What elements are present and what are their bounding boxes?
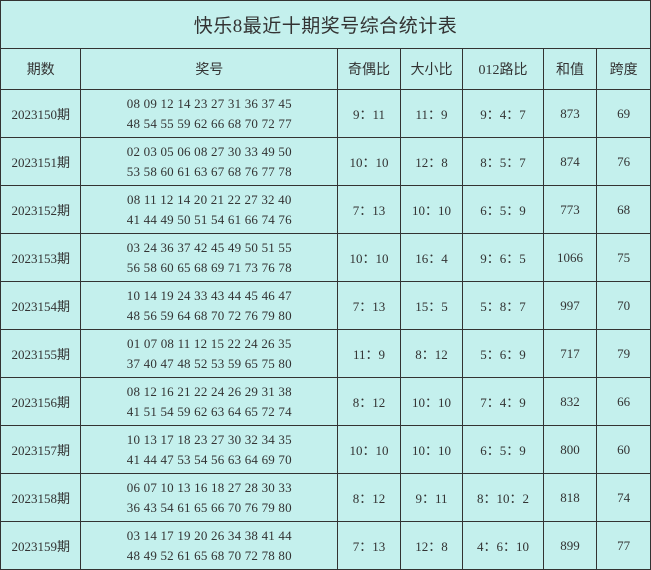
cell-period: 2023151期 bbox=[1, 138, 81, 186]
cell-span: 74 bbox=[597, 474, 651, 522]
cell-nums: 03 14 17 19 20 26 34 38 41 44 48 49 52 6… bbox=[81, 522, 338, 570]
cell-span: 70 bbox=[597, 282, 651, 330]
cell-012: 9：4：7 bbox=[463, 90, 543, 138]
cell-odd-even: 10：10 bbox=[338, 138, 401, 186]
header-row: 期数 奖号 奇偶比 大小比 012路比 和值 跨度 bbox=[1, 49, 651, 90]
cell-odd-even: 8：12 bbox=[338, 474, 401, 522]
cell-nums: 02 03 05 06 08 27 30 33 49 50 53 58 60 6… bbox=[81, 138, 338, 186]
cell-span: 77 bbox=[597, 522, 651, 570]
table-row: 2023152期08 11 12 14 20 21 22 27 32 40 41… bbox=[1, 186, 651, 234]
cell-odd-even: 10：10 bbox=[338, 234, 401, 282]
cell-sum: 997 bbox=[543, 282, 597, 330]
cell-odd-even: 8：12 bbox=[338, 378, 401, 426]
title-row: 快乐8最近十期奖号综合统计表 bbox=[1, 1, 651, 49]
cell-sum: 1066 bbox=[543, 234, 597, 282]
cell-sum: 818 bbox=[543, 474, 597, 522]
cell-012: 9：6：5 bbox=[463, 234, 543, 282]
stats-table: 快乐8最近十期奖号综合统计表 期数 奖号 奇偶比 大小比 012路比 和值 跨度… bbox=[0, 0, 651, 570]
cell-sum: 874 bbox=[543, 138, 597, 186]
cell-odd-even: 9：11 bbox=[338, 90, 401, 138]
table-row: 2023150期08 09 12 14 23 27 31 36 37 45 48… bbox=[1, 90, 651, 138]
cell-nums: 10 14 19 24 33 43 44 45 46 47 48 56 59 6… bbox=[81, 282, 338, 330]
cell-period: 2023159期 bbox=[1, 522, 81, 570]
cell-odd-even: 7：13 bbox=[338, 186, 401, 234]
table-title: 快乐8最近十期奖号综合统计表 bbox=[1, 1, 651, 49]
table-row: 2023154期10 14 19 24 33 43 44 45 46 47 48… bbox=[1, 282, 651, 330]
cell-012: 6：5：9 bbox=[463, 426, 543, 474]
cell-span: 68 bbox=[597, 186, 651, 234]
cell-012: 5：8：7 bbox=[463, 282, 543, 330]
cell-big-small: 11：9 bbox=[400, 90, 463, 138]
cell-period: 2023157期 bbox=[1, 426, 81, 474]
cell-nums: 01 07 08 11 12 15 22 24 26 35 37 40 47 4… bbox=[81, 330, 338, 378]
cell-big-small: 16：4 bbox=[400, 234, 463, 282]
col-header-odd: 奇偶比 bbox=[338, 49, 401, 90]
cell-big-small: 10：10 bbox=[400, 426, 463, 474]
table-row: 2023155期01 07 08 11 12 15 22 24 26 35 37… bbox=[1, 330, 651, 378]
table-row: 2023156期08 12 16 21 22 24 26 29 31 38 41… bbox=[1, 378, 651, 426]
cell-nums: 08 11 12 14 20 21 22 27 32 40 41 44 49 5… bbox=[81, 186, 338, 234]
col-header-nums: 奖号 bbox=[81, 49, 338, 90]
cell-012: 8：10：2 bbox=[463, 474, 543, 522]
cell-big-small: 9：11 bbox=[400, 474, 463, 522]
cell-sum: 773 bbox=[543, 186, 597, 234]
cell-span: 76 bbox=[597, 138, 651, 186]
cell-odd-even: 11：9 bbox=[338, 330, 401, 378]
cell-span: 75 bbox=[597, 234, 651, 282]
cell-big-small: 12：8 bbox=[400, 522, 463, 570]
table-body: 2023150期08 09 12 14 23 27 31 36 37 45 48… bbox=[1, 90, 651, 570]
cell-period: 2023158期 bbox=[1, 474, 81, 522]
cell-span: 79 bbox=[597, 330, 651, 378]
stats-table-container: 快乐8最近十期奖号综合统计表 期数 奖号 奇偶比 大小比 012路比 和值 跨度… bbox=[0, 0, 651, 570]
cell-nums: 03 24 36 37 42 45 49 50 51 55 56 58 60 6… bbox=[81, 234, 338, 282]
cell-012: 4：6：10 bbox=[463, 522, 543, 570]
cell-big-small: 12：8 bbox=[400, 138, 463, 186]
cell-period: 2023156期 bbox=[1, 378, 81, 426]
cell-sum: 873 bbox=[543, 90, 597, 138]
cell-012: 5：6：9 bbox=[463, 330, 543, 378]
cell-big-small: 15：5 bbox=[400, 282, 463, 330]
table-row: 2023158期06 07 10 13 16 18 27 28 30 33 36… bbox=[1, 474, 651, 522]
cell-span: 60 bbox=[597, 426, 651, 474]
cell-nums: 08 12 16 21 22 24 26 29 31 38 41 51 54 5… bbox=[81, 378, 338, 426]
cell-period: 2023154期 bbox=[1, 282, 81, 330]
cell-odd-even: 10：10 bbox=[338, 426, 401, 474]
cell-nums: 08 09 12 14 23 27 31 36 37 45 48 54 55 5… bbox=[81, 90, 338, 138]
table-row: 2023151期02 03 05 06 08 27 30 33 49 50 53… bbox=[1, 138, 651, 186]
cell-nums: 06 07 10 13 16 18 27 28 30 33 36 43 54 6… bbox=[81, 474, 338, 522]
table-row: 2023157期10 13 17 18 23 27 30 32 34 35 41… bbox=[1, 426, 651, 474]
cell-period: 2023153期 bbox=[1, 234, 81, 282]
cell-big-small: 8：12 bbox=[400, 330, 463, 378]
table-row: 2023153期03 24 36 37 42 45 49 50 51 55 56… bbox=[1, 234, 651, 282]
cell-big-small: 10：10 bbox=[400, 186, 463, 234]
cell-nums: 10 13 17 18 23 27 30 32 34 35 41 44 47 5… bbox=[81, 426, 338, 474]
cell-span: 66 bbox=[597, 378, 651, 426]
col-header-span: 跨度 bbox=[597, 49, 651, 90]
cell-sum: 800 bbox=[543, 426, 597, 474]
col-header-sum: 和值 bbox=[543, 49, 597, 90]
cell-period: 2023152期 bbox=[1, 186, 81, 234]
cell-period: 2023155期 bbox=[1, 330, 81, 378]
cell-sum: 832 bbox=[543, 378, 597, 426]
col-header-012: 012路比 bbox=[463, 49, 543, 90]
cell-odd-even: 7：13 bbox=[338, 522, 401, 570]
cell-012: 8：5：7 bbox=[463, 138, 543, 186]
cell-odd-even: 7：13 bbox=[338, 282, 401, 330]
col-header-big: 大小比 bbox=[400, 49, 463, 90]
table-row: 2023159期03 14 17 19 20 26 34 38 41 44 48… bbox=[1, 522, 651, 570]
cell-sum: 717 bbox=[543, 330, 597, 378]
col-header-period: 期数 bbox=[1, 49, 81, 90]
cell-012: 7：4：9 bbox=[463, 378, 543, 426]
cell-big-small: 10：10 bbox=[400, 378, 463, 426]
cell-period: 2023150期 bbox=[1, 90, 81, 138]
cell-span: 69 bbox=[597, 90, 651, 138]
cell-012: 6：5：9 bbox=[463, 186, 543, 234]
cell-sum: 899 bbox=[543, 522, 597, 570]
